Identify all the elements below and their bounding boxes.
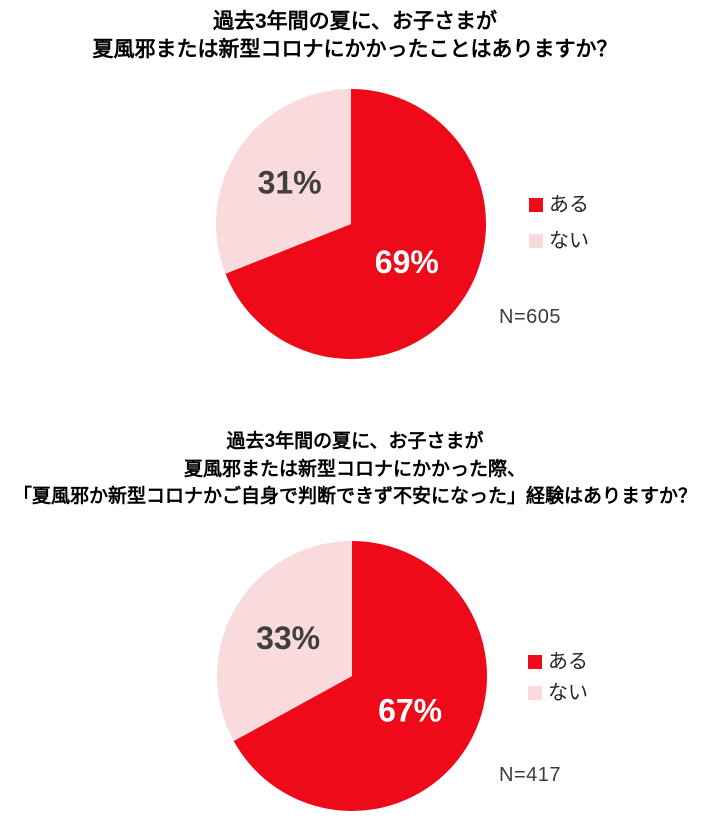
pie-value-label-no: 33% — [256, 620, 320, 656]
pie-slice-yes — [225, 89, 486, 359]
legend-item-no: ない — [529, 230, 589, 252]
legend-swatch-yes — [528, 655, 542, 669]
legend-label-yes: ある — [549, 194, 589, 216]
legend-swatch-yes — [529, 198, 543, 212]
pie-slice-no — [216, 89, 351, 274]
chart-title: 過去3年間の夏に、お子さまが 夏風邪または新型コロナにかかった際、 「夏風邪か新… — [12, 431, 697, 508]
legend-label-no: ない — [548, 682, 588, 704]
chart-title: 過去3年間の夏に、お子さまが 夏風邪または新型コロナにかかったことはありますか？ — [92, 10, 618, 61]
sample-size-note: N=605 — [499, 306, 561, 328]
pie-value-label-yes: 69% — [375, 244, 439, 280]
sample-size-note: N=417 — [499, 764, 561, 786]
legend: ある ない — [528, 651, 588, 713]
legend-item-no: ない — [528, 682, 588, 704]
legend-label-no: ない — [549, 230, 589, 252]
pie-chart-anxiety: 67% 33% — [217, 541, 487, 811]
legend-item-yes: ある — [529, 194, 589, 216]
legend-swatch-no — [529, 234, 543, 248]
pie-chart-incidence: 69% 31% — [216, 89, 486, 359]
pie-value-label-yes: 67% — [378, 692, 442, 728]
pie-slice-yes — [233, 541, 487, 811]
legend-swatch-no — [528, 686, 542, 700]
legend-item-yes: ある — [528, 651, 588, 673]
legend-label-yes: ある — [548, 651, 588, 673]
legend: ある ない — [529, 194, 589, 266]
pie-slice-no — [217, 541, 352, 742]
pie-value-label-no: 31% — [258, 164, 322, 200]
